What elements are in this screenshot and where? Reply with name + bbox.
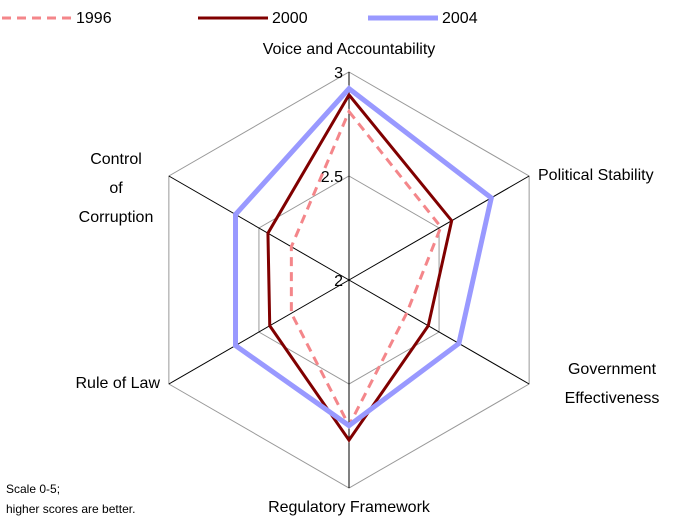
- annotation: higher scores are better.: [6, 502, 135, 516]
- category-label: Rule of Law: [76, 375, 161, 392]
- series-line: [233, 85, 495, 429]
- category-label: Control of Corruption: [79, 151, 154, 226]
- category-label: Government Effectiveness: [565, 361, 660, 407]
- spoke: [168, 175, 350, 281]
- legend-label: 1996: [76, 10, 112, 27]
- r-tick-label: 2.5: [321, 169, 343, 186]
- r-tick-label: 3: [334, 65, 343, 82]
- legend-label: 2000: [272, 10, 308, 27]
- spoke: [348, 279, 530, 385]
- r-tick-label: 2: [334, 273, 343, 290]
- category-label: Regulatory Framework: [268, 499, 431, 516]
- series-line: [289, 108, 443, 429]
- category-label: Voice and Accountability: [263, 41, 436, 58]
- series-line: [266, 92, 454, 443]
- legend-label: 2004: [442, 10, 478, 27]
- spoke: [348, 175, 530, 281]
- spoke: [168, 279, 350, 385]
- category-label: Political Stability: [538, 167, 654, 184]
- annotation: Scale 0-5;: [6, 482, 60, 496]
